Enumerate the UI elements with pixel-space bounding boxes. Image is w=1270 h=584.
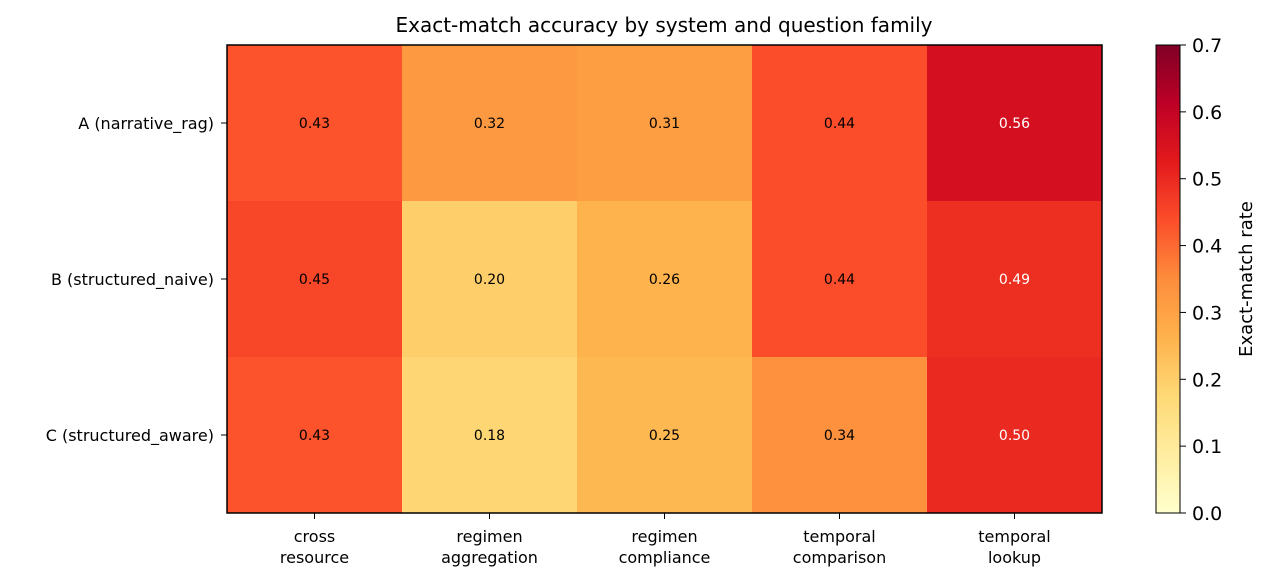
- colorbar-tick-label: 0.0: [1192, 503, 1222, 525]
- cell-value-label: 0.45: [299, 272, 330, 288]
- cell-value-label: 0.44: [824, 116, 855, 132]
- heatmap-cell: [577, 45, 753, 202]
- colorbar-tick-label: 0.2: [1192, 369, 1222, 391]
- x-tick-label: temporal: [803, 527, 875, 546]
- heatmap-cell: [927, 357, 1103, 514]
- colorbar-label: Exact-match rate: [1236, 201, 1257, 357]
- x-tick-label: temporal: [978, 527, 1050, 546]
- x-tick-label: compliance: [619, 548, 711, 567]
- cell-value-label: 0.43: [299, 116, 330, 132]
- y-tick-label: A (narrative_rag): [78, 114, 214, 134]
- x-tick-label: resource: [280, 548, 349, 567]
- heatmap-cell: [227, 201, 403, 358]
- heatmap-cell: [927, 201, 1103, 358]
- chart-title: Exact-match accuracy by system and quest…: [395, 13, 932, 37]
- x-tick-label: aggregation: [441, 548, 538, 567]
- cell-value-label: 0.56: [999, 116, 1030, 132]
- cell-value-label: 0.50: [999, 428, 1030, 444]
- heatmap-cell: [577, 357, 753, 514]
- colorbar-tick-label: 0.5: [1192, 169, 1222, 191]
- heatmap-cell: [752, 357, 928, 514]
- colorbar-tick-label: 0.7: [1192, 35, 1222, 57]
- y-tick-label: B (structured_naive): [51, 270, 214, 290]
- heatmap-cell: [752, 45, 928, 202]
- cell-value-label: 0.49: [999, 272, 1030, 288]
- cell-value-label: 0.43: [299, 428, 330, 444]
- y-axis-ticks: A (narrative_rag) B (structured_naive) C (…: [46, 114, 227, 446]
- cell-value-label: 0.34: [824, 428, 855, 444]
- heatmap-cell: [227, 45, 403, 202]
- y-tick-label: C (structured_aware): [46, 426, 214, 446]
- heatmap-cell: [927, 45, 1103, 202]
- cell-value-label: 0.31: [649, 116, 680, 132]
- x-tick-label: lookup: [988, 548, 1041, 567]
- x-tick-label: regimen: [631, 527, 697, 546]
- cell-value-label: 0.20: [474, 272, 505, 288]
- x-tick-label: regimen: [456, 527, 522, 546]
- cell-value-label: 0.44: [824, 272, 855, 288]
- heatmap-cell: [402, 201, 578, 358]
- x-axis-ticks: cross resource regimen aggregation regimen co…: [280, 513, 1051, 567]
- cell-value-label: 0.18: [474, 428, 505, 444]
- colorbar-tick-label: 0.6: [1192, 102, 1222, 124]
- heatmap-cell: [752, 201, 928, 358]
- heatmap-cell: [402, 357, 578, 514]
- heatmap-cell: [577, 201, 753, 358]
- heatmap-cell: [227, 357, 403, 514]
- colorbar: [1155, 44, 1181, 514]
- cell-value-label: 0.25: [649, 428, 680, 444]
- cell-value-label: 0.26: [649, 272, 680, 288]
- heatmap-cell: [402, 45, 578, 202]
- colorbar-tick-label: 0.4: [1192, 236, 1222, 258]
- colorbar-tick-label: 0.1: [1192, 436, 1222, 458]
- colorbar-tick-label: 0.3: [1192, 302, 1222, 324]
- x-tick-label: cross: [294, 527, 335, 546]
- cell-value-label: 0.32: [474, 116, 505, 132]
- heatmap-cells: 0.43 0.32 0.31 0.44 0.56 0.45 0.20 0.26 0.44 0.49…: [227, 45, 1103, 514]
- colorbar-ticks: 0.0 0.1 0.2 0.3 0.4 0.5 0.6 0.7: [1180, 35, 1222, 525]
- x-tick-label: comparison: [793, 548, 886, 567]
